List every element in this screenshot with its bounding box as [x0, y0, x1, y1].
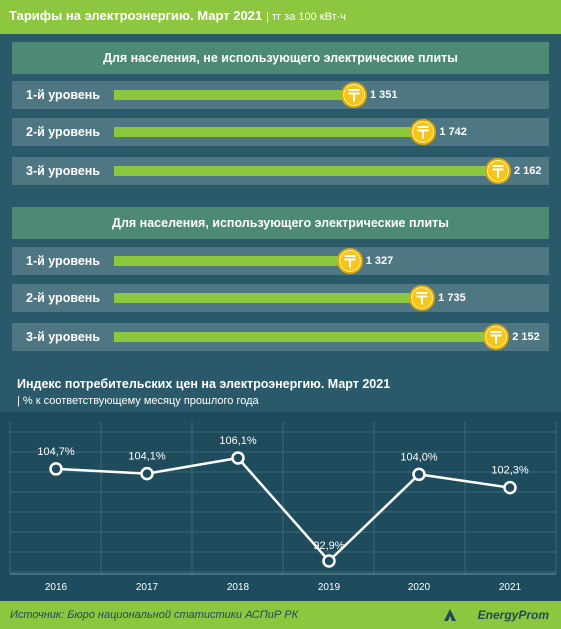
- tenge-coin-icon: [409, 118, 437, 146]
- tariff-bar: [114, 90, 354, 100]
- title-unit: | тг за 100 кВт·ч: [266, 11, 347, 23]
- tenge-coin-icon: [482, 323, 510, 351]
- x-tick-label: 2018: [227, 582, 250, 593]
- tariff-row: 1-й уровень 1 327: [12, 247, 549, 275]
- page-title: Тарифы на электроэнергию. Март 2021 | тг …: [9, 8, 346, 23]
- tariff-bar: [114, 293, 423, 303]
- tariff-level-label: 1-й уровень: [26, 254, 101, 268]
- tenge-coin-icon: [484, 157, 512, 185]
- section-title-2: Для населения, использующего электрическ…: [112, 216, 449, 230]
- cpi-chart-title: Индекс потребительских цен на электроэне…: [17, 377, 391, 391]
- cpi-series-line: [55, 456, 511, 563]
- tariff-level-label: 3-й уровень: [26, 330, 101, 344]
- tariff-level-label: 3-й уровень: [26, 164, 101, 178]
- cpi-data-point: [503, 480, 517, 495]
- tariff-row: 3-й уровень 2 162: [12, 157, 549, 185]
- tariff-level-label: 2-й уровень: [26, 125, 101, 139]
- cpi-data-label: 92,9%: [313, 540, 344, 552]
- tariff-value-label: 1 735: [438, 292, 466, 304]
- tariff-value-label: 1 327: [365, 255, 394, 267]
- tariff-level-label: 1-й уровень: [26, 88, 101, 102]
- cpi-data-label: 102,3%: [491, 465, 529, 477]
- tenge-coin-icon: [408, 284, 436, 312]
- tariff-bar: [114, 256, 350, 266]
- cpi-data-label: 104,0%: [400, 451, 438, 463]
- cpi-data-label: 104,7%: [37, 446, 75, 458]
- x-tick-label: 2019: [318, 582, 341, 593]
- tariff-bar: [114, 127, 424, 137]
- tariff-value-label: 1 351: [369, 89, 398, 101]
- tariff-row: 2-й уровень 1 735: [12, 284, 549, 312]
- x-tick-label: 2016: [45, 582, 68, 593]
- cpi-chart-area: 104,7% 2016 104,1% 2017 106,1% 2018 92,9% 2019 1…: [0, 412, 561, 601]
- source-note: Источник: Бюро национальной статистики А…: [10, 609, 299, 621]
- cpi-line-chart: 104,7% 2016 104,1% 2017 106,1% 2018 92,9% 2019 1…: [9, 422, 557, 593]
- energyprom-logo-icon: [444, 609, 456, 621]
- cpi-data-point: [412, 467, 426, 482]
- cpi-data-label: 104,1%: [128, 451, 166, 463]
- cpi-data-point: [231, 451, 245, 465]
- section-title-1: Для населения, не использующего электрич…: [103, 51, 458, 65]
- cpi-chart-header: Индекс потребительских цен на электроэне…: [0, 371, 561, 412]
- tariff-row: 3-й уровень 2 152: [12, 323, 549, 351]
- x-tick-label: 2020: [408, 582, 431, 593]
- header-strip: Тарифы на электроэнергию. Март 2021 | тг …: [0, 0, 561, 34]
- tariff-bar: [114, 332, 497, 342]
- tariff-value-label: 1 742: [439, 126, 467, 138]
- title-text: Тарифы на электроэнергию. Март 2021: [9, 8, 263, 23]
- tariff-row: 1-й уровень 1 351: [12, 81, 549, 109]
- tariff-value-label: 2 162: [514, 165, 542, 177]
- brand-name: EnergyProm: [477, 608, 549, 622]
- cpi-chart-subtitle: | % к соответствующему месяцу прошлого г…: [17, 395, 259, 407]
- tenge-coin-icon: [340, 81, 368, 109]
- tariff-level-label: 2-й уровень: [26, 291, 101, 305]
- cpi-data-label: 106,1%: [219, 435, 257, 447]
- cpi-data-point: [49, 462, 63, 476]
- cpi-data-point: [140, 466, 154, 481]
- footer-strip: Источник: Бюро национальной статистики А…: [0, 601, 561, 629]
- tariff-row: 2-й уровень 1 742: [12, 118, 549, 146]
- tariff-panel: Для населения, не использующего электрич…: [0, 34, 561, 371]
- section-title-band-2: Для населения, использующего электрическ…: [12, 207, 549, 239]
- tariff-value-label: 2 152: [512, 331, 540, 343]
- x-tick-label: 2017: [136, 582, 159, 593]
- tenge-coin-icon: [336, 247, 364, 275]
- section-title-band-1: Для населения, не использующего электрич…: [12, 42, 549, 74]
- tariff-bar: [114, 166, 498, 176]
- cpi-data-point: [322, 554, 336, 568]
- x-tick-label: 2021: [499, 582, 522, 593]
